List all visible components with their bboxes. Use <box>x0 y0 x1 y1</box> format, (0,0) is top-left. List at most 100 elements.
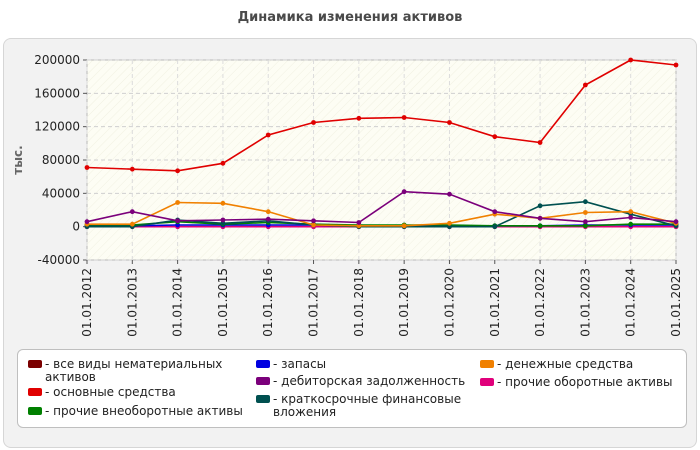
data-point <box>537 203 543 209</box>
data-point <box>673 219 679 225</box>
y-tick-label: 200000 <box>34 53 80 67</box>
x-tick-label: 01.01.2012 <box>80 268 94 337</box>
data-point <box>447 224 452 230</box>
legend-swatch <box>28 407 42 415</box>
data-point <box>129 166 135 172</box>
series-5 <box>84 189 679 225</box>
x-tick-label: 01.01.2016 <box>261 268 275 337</box>
data-point <box>401 115 407 120</box>
y-tick-label: 160000 <box>34 86 80 100</box>
data-point <box>628 209 634 215</box>
legend-swatch <box>256 395 270 403</box>
data-point <box>582 82 588 88</box>
data-point <box>84 165 90 170</box>
data-point <box>673 62 679 68</box>
legend-label: - основные средства <box>45 385 176 399</box>
data-point <box>492 209 498 215</box>
legend-item: - запасы <box>256 358 471 371</box>
legend-item: - прочие оборотные активы <box>480 376 680 389</box>
data-point <box>175 218 181 224</box>
legend-item: - денежные средства <box>480 358 680 371</box>
data-point <box>628 215 634 220</box>
data-point <box>401 189 407 195</box>
y-tick-label: 120000 <box>34 120 80 134</box>
data-point <box>447 191 452 197</box>
legend-swatch <box>28 360 42 368</box>
x-tick-label: 01.01.2018 <box>352 268 366 337</box>
data-point <box>220 200 226 206</box>
legend-label: - прочие оборотные активы <box>497 375 673 389</box>
data-point <box>356 115 362 121</box>
series-line <box>86 59 677 172</box>
x-tick-label: 01.01.2022 <box>533 268 547 337</box>
y-tick-label: 80000 <box>42 153 80 167</box>
legend-item: - краткосрочные финансовые вложения <box>256 393 471 419</box>
y-tick-label: 0 <box>72 220 80 234</box>
data-point <box>537 140 543 145</box>
data-point <box>220 220 226 226</box>
data-point <box>628 57 634 63</box>
legend-swatch <box>480 360 494 368</box>
data-point <box>447 120 452 125</box>
data-point <box>401 223 407 229</box>
series-line <box>86 190 677 224</box>
data-point <box>537 223 543 229</box>
x-tick-label: 01.01.2021 <box>488 268 502 337</box>
data-point <box>175 200 181 205</box>
data-point <box>582 210 588 215</box>
data-point <box>492 224 498 230</box>
data-point <box>311 218 316 224</box>
legend-item: - прочие внеоборотные активы <box>28 405 243 418</box>
data-point <box>129 209 135 215</box>
legend-swatch <box>480 378 494 386</box>
legend-item: - все виды нематериальных активов <box>28 358 243 384</box>
data-point <box>537 215 543 221</box>
legend-item: - дебиторская задолженность <box>256 375 471 388</box>
legend-label: - запасы <box>273 357 327 371</box>
data-point <box>311 222 316 228</box>
data-point <box>265 216 271 222</box>
data-point <box>84 219 90 225</box>
x-tick-label: 01.01.2014 <box>171 268 185 337</box>
data-point <box>175 168 181 174</box>
data-point <box>220 217 226 223</box>
legend-label: - дебиторская задолженность <box>273 374 466 388</box>
x-tick-label: 01.01.2015 <box>216 268 230 337</box>
chart-legend: - все виды нематериальных активов - основ… <box>17 349 687 428</box>
x-tick-label: 01.01.2023 <box>578 268 592 337</box>
data-point <box>265 209 271 215</box>
series-line <box>87 201 677 227</box>
data-point <box>356 223 362 229</box>
legend-item: - основные средства <box>28 386 243 399</box>
data-point <box>311 120 316 125</box>
y-tick-label: -40000 <box>37 253 80 267</box>
y-tick-label: 40000 <box>42 186 80 200</box>
legend-label: - все виды нематериальных активов <box>45 357 223 384</box>
chart-title: Динамика изменения активов <box>237 10 463 25</box>
x-tick-label: 01.01.2017 <box>307 268 321 337</box>
y-axis-label: тыс. <box>11 145 25 174</box>
x-tick-label: 01.01.2024 <box>624 268 638 337</box>
data-point <box>628 221 634 227</box>
series-2 <box>84 57 679 174</box>
legend-label: - денежные средства <box>497 357 634 371</box>
x-tick-label: 01.01.2025 <box>669 268 683 337</box>
legend-swatch <box>28 388 42 396</box>
data-point <box>356 220 362 225</box>
data-point <box>220 160 226 166</box>
data-point <box>447 220 452 226</box>
legend-swatch <box>256 360 270 368</box>
x-tick-label: 01.01.2013 <box>125 268 139 337</box>
data-point <box>175 222 181 228</box>
legend-label: - прочие внеоборотные активы <box>45 404 243 418</box>
data-point <box>265 132 271 138</box>
legend-label: - краткосрочные финансовые вложения <box>273 392 462 419</box>
data-point <box>129 221 135 227</box>
data-point <box>492 134 498 140</box>
x-tick-label: 01.01.2019 <box>397 268 411 337</box>
data-point <box>582 223 588 229</box>
series-line <box>87 220 676 227</box>
data-point <box>582 199 588 205</box>
